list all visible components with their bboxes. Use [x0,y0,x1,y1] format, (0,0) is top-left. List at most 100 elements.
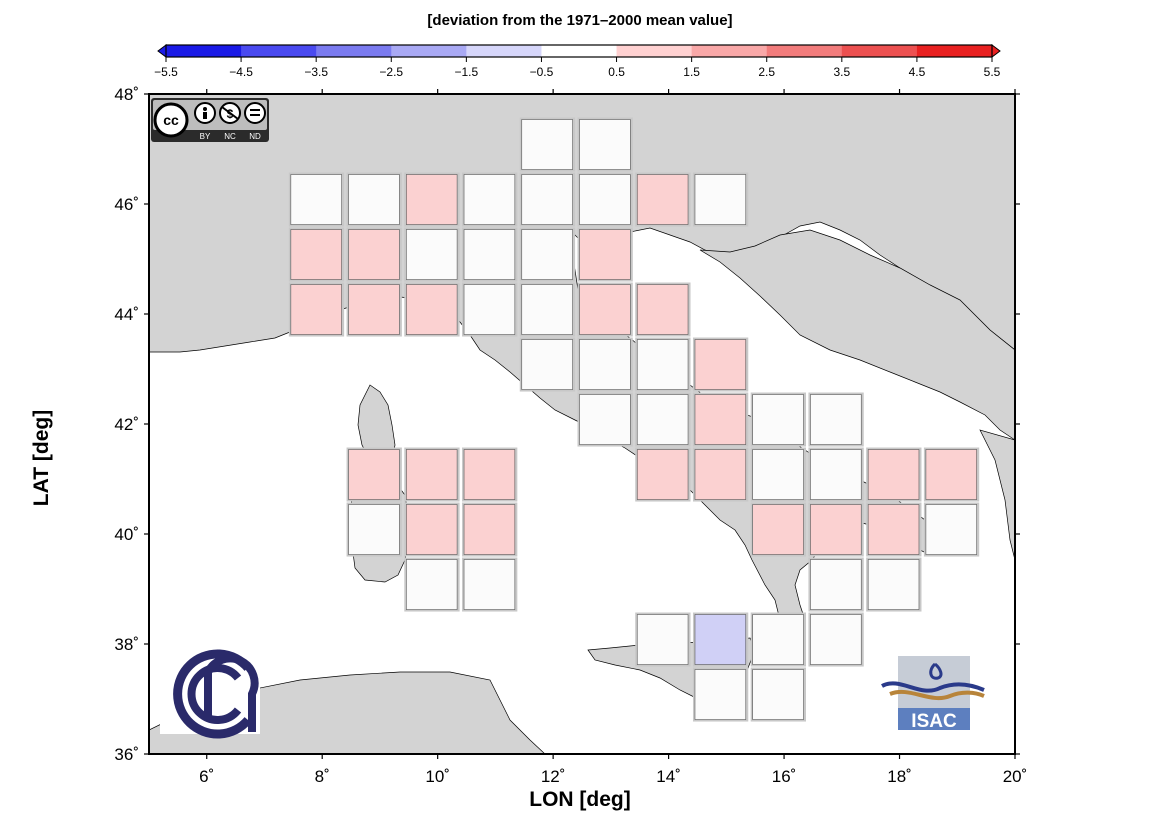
grid-cell [348,504,400,555]
grid-cell [463,284,516,335]
colorbar-tick-label: 1.5 [683,65,700,79]
y-tick-label: 48˚ [114,85,139,104]
colorbar-tick-label: −1.5 [455,65,479,79]
grid-cell [694,669,747,720]
grid-cell [521,284,573,335]
colorbar-tick-label: 0.5 [608,65,625,79]
grid-cell [579,394,631,445]
colorbar-tick-label: 4.5 [909,65,926,79]
colorbar-tick-label: 5.5 [984,65,1001,79]
grid-cell [290,284,342,335]
colorbar-swatch [916,45,993,57]
grid-cell [290,174,342,225]
grid-cell [867,559,920,610]
grid-cell [348,449,400,500]
grid-cell [694,339,747,390]
colorbar-tick-label: −4.5 [229,65,253,79]
colorbar-swatch [691,45,768,57]
colorbar-swatch [541,45,618,57]
x-tick-label: 6˚ [199,767,214,786]
grid-cell [694,174,747,225]
colorbar-tick-label: 3.5 [833,65,850,79]
grid-cell [694,614,747,665]
x-tick-label: 12˚ [541,767,566,786]
colorbar-swatch [841,45,918,57]
x-tick-label: 10˚ [425,767,450,786]
y-tick-label: 46˚ [114,195,139,214]
colorbar-swatch [466,45,542,57]
colorbar: −5.5 −4.5 −3.5 −2.5 −1.5 −0.5 0.5 1.5 2.5 3.5 4.5 5… [154,44,1001,79]
colorbar-swatch [241,45,317,57]
grid-cell [579,229,631,280]
colorbar-tick-label: −0.5 [530,65,554,79]
x-tick-label: 8˚ [315,767,330,786]
grid-cell [521,339,573,390]
grid-cell [752,449,804,500]
grid-cell [636,174,689,225]
map-area [149,94,1015,754]
grid-cell [810,614,862,665]
grid-cell [810,504,862,555]
grid-cell [348,229,400,280]
grid-cell [579,119,631,170]
grid-cell [463,559,516,610]
grid-cell [405,174,458,225]
grid-cell [636,449,689,500]
colorbar-tick-label: 2.5 [758,65,775,79]
grid-cell [405,284,458,335]
y-tick-label: 40˚ [114,525,139,544]
cnr-logo [160,648,260,739]
y-axis-label: LAT [deg] [30,409,53,507]
colorbar-tick-label: −2.5 [379,65,403,79]
y-tick-label: 42˚ [114,415,139,434]
colorbar-title: [deviation from the 1971–2000 mean value… [427,12,733,29]
grid-cell [348,174,400,225]
grid-cell [463,504,516,555]
x-axis-label: LON [deg] [529,788,631,811]
axis-ticks: 6˚ 8˚ 10˚ 12˚ 14˚ 16˚ 18˚ 20˚ 36˚ 38˚ 40˚ 42˚ 44˚ 46˚… [114,85,1027,786]
grid-cell [636,394,689,445]
grid-cell [405,559,458,610]
grid-cell [867,504,920,555]
colorbar-right-arrow [991,44,1001,58]
colorbar-frame [165,44,993,58]
cc-icon [153,102,189,138]
grid-cell [463,449,516,500]
grid-cell [867,449,920,500]
colorbar-swatch [166,45,242,57]
grid-cell [752,669,804,720]
grid-cell [636,614,689,665]
colorbar-swatch [316,45,392,57]
x-tick-label: 14˚ [656,767,681,786]
x-tick-label: 20˚ [1003,767,1028,786]
nd-label: ND [249,132,261,141]
land-greece [979,429,1015,561]
colorbar-swatch [391,45,467,57]
grid-cell [521,119,573,170]
colorbar-left-arrow [157,44,167,58]
land-balkans [699,229,1015,441]
grid-cells [288,117,980,722]
x-tick-label: 18˚ [887,767,912,786]
grid-cell [348,284,400,335]
grid-cell [636,284,689,335]
grid-cell [694,449,747,500]
by-label: BY [200,132,211,141]
x-tick-label: 16˚ [772,767,797,786]
y-tick-label: 44˚ [114,305,139,324]
grid-cell [752,504,804,555]
grid-cell [521,229,573,280]
grid-cell [752,614,804,665]
grid-cell [521,174,573,225]
grid-cell [694,394,747,445]
colorbar-tick-label: −5.5 [154,65,178,79]
nd-icon [244,102,266,124]
colorbar-swatch [766,45,843,57]
grid-cell [810,394,862,445]
grid-cell [925,449,978,500]
cc-license-badge: cc $ BY NC ND [151,98,269,142]
grid-cell [463,229,516,280]
colorbar-tick-label: −3.5 [304,65,328,79]
